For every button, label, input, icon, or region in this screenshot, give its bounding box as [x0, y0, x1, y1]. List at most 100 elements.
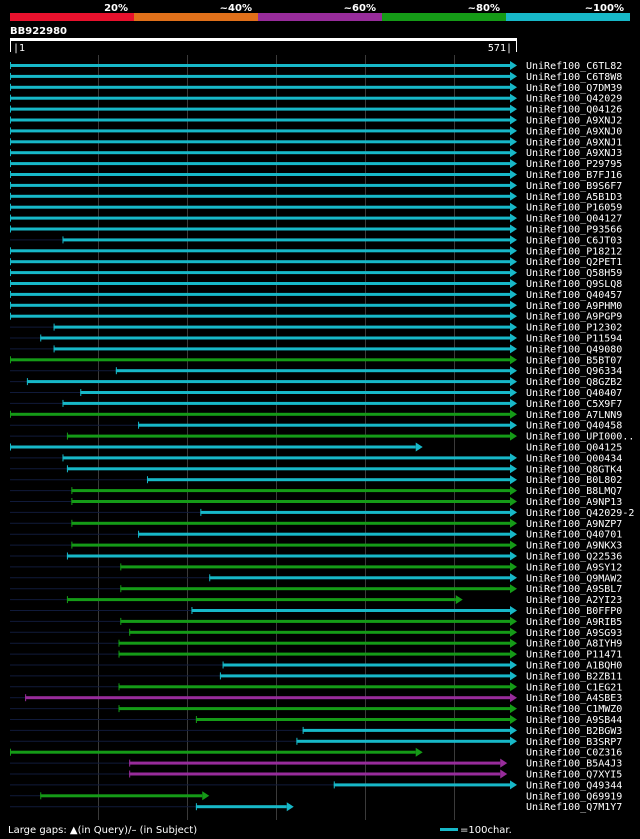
hit-bar[interactable] — [71, 489, 510, 493]
hit-bar[interactable] — [53, 325, 511, 329]
hit-bar[interactable] — [118, 652, 510, 656]
hit-label[interactable]: UniRef100_P93566 — [526, 225, 622, 236]
hit-label[interactable]: UniRef100_Q96334 — [526, 366, 622, 377]
hit-bar[interactable] — [10, 151, 510, 155]
hit-label[interactable]: UniRef100_A9NP13 — [526, 497, 622, 508]
hit-row[interactable]: UniRef100_A9XNJ0 — [10, 126, 622, 137]
hit-label[interactable]: UniRef100_C1EG21 — [526, 682, 622, 693]
hit-bar[interactable] — [118, 707, 510, 711]
hit-row[interactable]: UniRef100_C1EG21 — [10, 682, 622, 693]
hit-bar[interactable] — [195, 718, 510, 721]
hit-row[interactable]: UniRef100_B2BGW3 — [10, 725, 622, 737]
hit-bar[interactable] — [62, 401, 511, 405]
hit-row[interactable]: UniRef100_Q2PET1 — [10, 257, 622, 268]
hit-bar[interactable] — [66, 467, 510, 471]
hit-row[interactable]: UniRef100_A9XNJ1 — [10, 137, 622, 148]
hit-label[interactable]: UniRef100_A9SY12 — [526, 562, 622, 573]
hit-row[interactable]: UniRef100_A2YI23 — [10, 595, 622, 606]
hit-label[interactable]: UniRef100_Q7DM39 — [526, 83, 622, 94]
hit-bar[interactable] — [71, 543, 510, 547]
hit-bar[interactable] — [118, 641, 510, 645]
hit-label[interactable]: UniRef100_Q40458 — [526, 421, 622, 432]
hit-label[interactable]: UniRef100_Q40701 — [526, 530, 622, 541]
hit-bar[interactable] — [129, 630, 511, 634]
hit-row[interactable]: UniRef100_A1BQH0 — [10, 660, 622, 672]
hit-row[interactable]: UniRef100_Q49080 — [10, 344, 622, 355]
hit-label[interactable]: UniRef100_Q7XYI5 — [526, 770, 622, 781]
hit-row[interactable]: UniRef100_C5X9F7 — [10, 398, 622, 410]
hit-bar[interactable] — [138, 532, 510, 536]
hit-bar[interactable] — [10, 445, 416, 449]
hit-row[interactable]: UniRef100_A9SG93 — [10, 627, 622, 639]
hit-label[interactable]: UniRef100_Q04125 — [526, 443, 622, 454]
hit-bar[interactable] — [118, 685, 510, 689]
hit-row[interactable]: UniRef100_A9XNJ3 — [10, 148, 622, 159]
hit-row[interactable]: UniRef100_B7FJ16 — [10, 170, 622, 181]
hit-bar[interactable] — [10, 260, 510, 264]
hit-row[interactable]: UniRef100_A4SBE3 — [10, 693, 622, 704]
hit-bar[interactable] — [10, 129, 510, 133]
hit-bar[interactable] — [10, 249, 510, 253]
hit-row[interactable]: UniRef100_B0FFP0 — [10, 606, 622, 617]
hit-bar[interactable] — [80, 391, 510, 394]
hit-bar[interactable] — [40, 794, 203, 798]
hit-label[interactable]: UniRef100_Q2PET1 — [526, 257, 622, 268]
hit-label[interactable]: UniRef100_B9S6F7 — [526, 181, 622, 192]
hit-bar[interactable] — [26, 380, 511, 384]
hit-row[interactable]: UniRef100_A9SBL7 — [10, 584, 622, 595]
hit-bar[interactable] — [10, 64, 510, 67]
hit-bar[interactable] — [10, 750, 416, 754]
hit-row[interactable]: UniRef100_C0Z316 — [10, 747, 622, 759]
hit-row[interactable]: UniRef100_Q22536 — [10, 551, 622, 563]
hit-label[interactable]: UniRef100_Q40407 — [526, 388, 622, 399]
hit-row[interactable]: UniRef100_A9NKX3 — [10, 540, 622, 552]
hit-bar[interactable] — [66, 554, 510, 558]
hit-label[interactable]: UniRef100_Q04127 — [526, 214, 622, 225]
hit-bar[interactable] — [120, 619, 510, 623]
hit-bar[interactable] — [115, 369, 511, 373]
hit-bar[interactable] — [129, 772, 501, 776]
hit-bar[interactable] — [10, 107, 510, 111]
hit-row[interactable]: UniRef100_B9S6F7 — [10, 180, 622, 192]
hit-label[interactable]: UniRef100_P29795 — [526, 159, 622, 170]
hit-row[interactable]: UniRef100_A5B1D3 — [10, 191, 622, 203]
hit-row[interactable]: UniRef100_Q40407 — [10, 388, 622, 399]
hit-bar[interactable] — [333, 783, 510, 787]
hit-row[interactable]: UniRef100_Q04127 — [10, 213, 622, 225]
hit-label[interactable]: UniRef100_P11594 — [526, 334, 622, 345]
hit-row[interactable]: UniRef100_B5BT07 — [10, 355, 622, 366]
hit-label[interactable]: UniRef100_UPI000.. — [526, 432, 634, 443]
hit-label[interactable]: UniRef100_Q49344 — [526, 780, 622, 791]
hit-label[interactable]: UniRef100_Q69919 — [526, 791, 622, 802]
hit-bar[interactable] — [10, 292, 510, 296]
hit-label[interactable]: UniRef100_C5X9F7 — [526, 399, 622, 410]
hit-row[interactable]: UniRef100_Q04126 — [10, 104, 622, 116]
hit-label[interactable]: UniRef100_A9PHM0 — [526, 301, 622, 312]
hit-row[interactable]: UniRef100_C6JT03 — [10, 235, 622, 246]
hit-label[interactable]: UniRef100_C0Z316 — [526, 748, 622, 759]
hit-label[interactable]: UniRef100_Q42029-2 — [526, 508, 634, 519]
hit-row[interactable]: UniRef100_Q40457 — [10, 289, 622, 301]
hit-row[interactable]: UniRef100_P93566 — [10, 224, 622, 236]
hit-row[interactable]: UniRef100_Q40458 — [10, 420, 622, 432]
hit-label[interactable]: UniRef100_A4SBE3 — [526, 693, 622, 704]
hit-bar[interactable] — [71, 521, 510, 525]
hit-row[interactable]: UniRef100_A9PGP9 — [10, 311, 622, 323]
hit-bar[interactable] — [25, 696, 510, 700]
hit-bar[interactable] — [10, 162, 510, 166]
hit-row[interactable]: UniRef100_A7LNN9 — [10, 409, 622, 421]
hit-row[interactable]: UniRef100_Q04125 — [10, 442, 622, 454]
hit-label[interactable]: UniRef100_B0FFP0 — [526, 606, 622, 617]
hit-row[interactable]: UniRef100_Q96334 — [10, 366, 622, 377]
hit-row[interactable]: UniRef100_Q7DM39 — [10, 82, 622, 94]
hit-label[interactable]: UniRef100_B7FJ16 — [526, 170, 622, 181]
hit-bar[interactable] — [40, 336, 511, 340]
hit-row[interactable]: UniRef100_Q7XYI5 — [10, 769, 622, 781]
hit-row[interactable]: UniRef100_Q7M1Y7 — [10, 802, 622, 813]
hit-label[interactable]: UniRef100_Q9SLQ8 — [526, 279, 622, 290]
hit-row[interactable]: UniRef100_Q69919 — [10, 791, 622, 802]
hit-label[interactable]: UniRef100_B0L802 — [526, 475, 622, 486]
hit-row[interactable]: UniRef100_Q40701 — [10, 529, 622, 541]
hit-label[interactable]: UniRef100_C1MWZ0 — [526, 704, 622, 715]
hit-row[interactable]: UniRef100_C1MWZ0 — [10, 704, 622, 715]
